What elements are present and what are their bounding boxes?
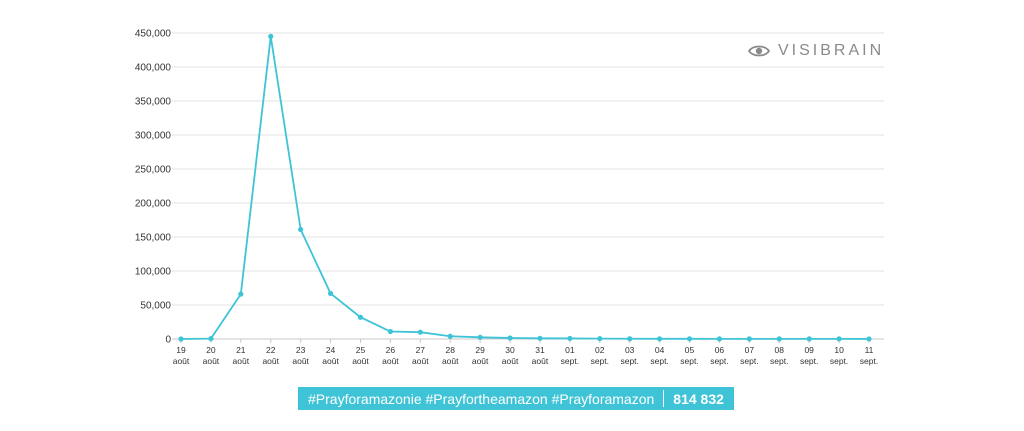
data-point (627, 336, 633, 342)
x-tick-day: 20 (206, 345, 216, 355)
data-point (597, 336, 603, 342)
x-tick-month: août (292, 356, 309, 366)
x-tick-month: sept. (650, 356, 668, 366)
data-point (866, 336, 872, 342)
data-point (776, 336, 782, 342)
data-point (298, 226, 304, 233)
x-tick-day: 31 (535, 345, 545, 355)
y-tick-label: 100,000 (135, 267, 172, 278)
eye-icon (748, 45, 770, 57)
x-tick-day: 01 (565, 345, 575, 355)
x-tick-day: 19 (176, 345, 186, 355)
x-tick-day: 25 (356, 345, 366, 355)
data-point (327, 290, 334, 297)
data-point (268, 33, 274, 40)
x-tick-day: 24 (326, 345, 336, 355)
series-line (180, 35, 870, 340)
x-tick-day: 09 (804, 345, 814, 355)
data-point (836, 336, 842, 342)
data-point (746, 336, 752, 342)
x-tick-day: 08 (775, 345, 785, 355)
data-points (178, 33, 872, 342)
data-point (657, 336, 663, 342)
banner-hashtags: #Prayforamazonie #Prayfortheamazon #Pray… (308, 390, 655, 407)
data-point (178, 336, 184, 342)
x-axis-ticks: 19août20août21août22août23août24août25ao… (173, 339, 878, 366)
data-point (507, 335, 513, 341)
x-tick-day: 04 (655, 345, 665, 355)
x-tick-month: sept. (561, 356, 579, 366)
x-tick-day: 27 (416, 345, 426, 355)
data-point (716, 336, 723, 342)
data-point (447, 333, 453, 339)
x-tick-day: 07 (745, 345, 755, 355)
x-tick-day: 10 (834, 345, 844, 355)
x-tick-day: 02 (595, 345, 605, 355)
x-tick-month: août (173, 356, 190, 366)
data-point (567, 335, 573, 342)
data-point (806, 336, 812, 342)
data-point (686, 336, 693, 342)
y-axis-ticks: 0 50,000 100,000 150,000 200,000 250,000 300,0… (135, 29, 172, 346)
y-tick-label: 50,000 (140, 301, 171, 312)
x-tick-month: août (382, 356, 399, 366)
data-point (208, 336, 214, 342)
x-tick-month: sept. (860, 356, 878, 366)
x-tick-day: 06 (715, 345, 725, 355)
x-tick-month: août (412, 356, 429, 366)
x-tick-day: 21 (236, 345, 246, 355)
x-tick-month: août (532, 356, 549, 366)
x-tick-month: sept. (800, 356, 818, 366)
y-tick-label: 400,000 (135, 63, 172, 74)
x-tick-month: août (352, 356, 369, 366)
x-tick-day: 22 (266, 345, 276, 355)
x-tick-day: 26 (386, 345, 396, 355)
x-tick-month: août (502, 356, 519, 366)
grid-lines (172, 32, 884, 306)
y-tick-label: 0 (165, 335, 171, 346)
data-point (477, 334, 483, 340)
data-point (238, 291, 244, 297)
x-tick-month: sept. (830, 356, 848, 366)
x-tick-day: 30 (505, 345, 515, 355)
x-tick-month: août (233, 356, 250, 366)
x-tick-month: août (262, 356, 279, 366)
y-tick-label: 450,000 (135, 29, 172, 40)
brand-name: VISIBRAIN (778, 42, 885, 59)
x-tick-day: 29 (475, 345, 485, 355)
x-tick-month: août (442, 356, 459, 366)
data-point (357, 314, 364, 320)
x-tick-month: sept. (770, 356, 788, 366)
banner-count: 814 832 (673, 390, 724, 407)
data-point (537, 335, 543, 341)
data-point (387, 328, 393, 335)
x-tick-month: août (322, 356, 339, 366)
x-tick-day: 03 (625, 345, 635, 355)
x-tick-month: sept. (740, 356, 758, 366)
x-tick-day: 05 (685, 345, 695, 355)
y-tick-label: 300,000 (135, 131, 172, 142)
x-tick-day: 23 (296, 345, 306, 355)
y-tick-label: 200,000 (135, 199, 172, 210)
x-tick-day: 28 (445, 345, 455, 355)
x-tick-month: sept. (680, 356, 698, 366)
y-tick-label: 150,000 (135, 233, 172, 244)
x-tick-month: sept. (620, 356, 638, 366)
y-tick-label: 350,000 (135, 97, 172, 108)
x-tick-month: août (472, 356, 489, 366)
hashtag-banner: #Prayforamazonie #Prayfortheamazon #Pray… (298, 387, 734, 410)
y-tick-label: 250,000 (135, 165, 172, 176)
x-tick-month: sept. (591, 356, 609, 366)
brand-logo: VISIBRAIN (748, 42, 884, 60)
banner-divider (663, 390, 665, 407)
data-point (417, 329, 423, 335)
x-tick-month: sept. (710, 356, 728, 366)
x-tick-month: août (203, 356, 220, 366)
x-tick-day: 11 (865, 345, 874, 355)
